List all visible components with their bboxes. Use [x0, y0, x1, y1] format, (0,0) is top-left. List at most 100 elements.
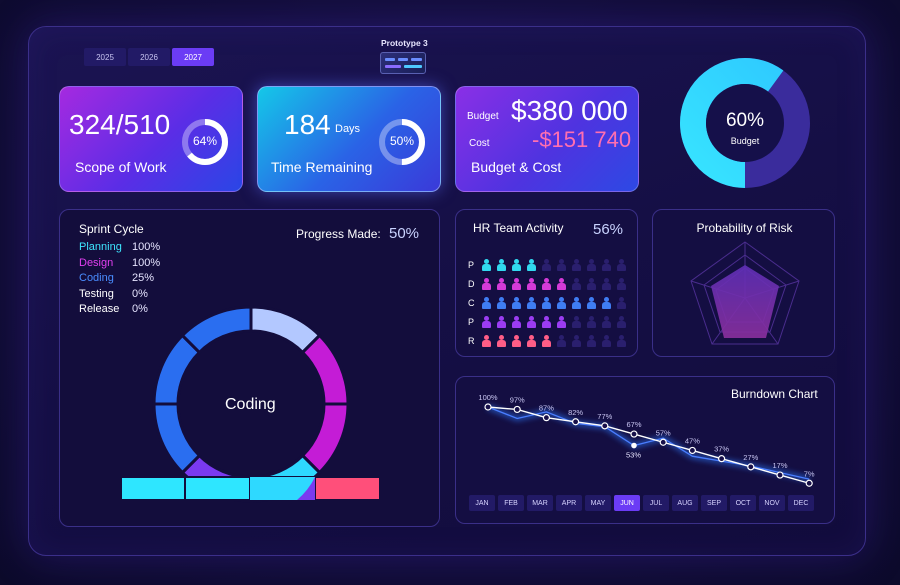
month-button-sep[interactable]: SEP: [701, 495, 727, 511]
burndown-title: Burndown Chart: [731, 387, 818, 401]
person-icon: [482, 335, 491, 347]
series-1-line: [487, 406, 810, 484]
data-point: [747, 463, 755, 471]
month-button-jul[interactable]: JUL: [643, 495, 669, 511]
person-icon: [572, 335, 581, 347]
data-label: 82%: [568, 408, 583, 417]
phase-planning: Planning 100%: [79, 241, 160, 253]
person-icon: [482, 316, 491, 328]
person-icon: [617, 335, 626, 347]
hr-row-letter: P: [468, 317, 475, 327]
scope-label: Scope of Work: [75, 159, 167, 175]
budget-cost-label: Budget & Cost: [471, 159, 562, 175]
person-icon: [512, 297, 521, 309]
person-icon: [572, 259, 581, 271]
phase-design: Design 100%: [79, 257, 160, 269]
person-icon: [602, 297, 611, 309]
person-icon: [587, 259, 596, 271]
person-icon: [527, 297, 536, 309]
year-2027-button[interactable]: 2027: [172, 48, 214, 66]
prototype-thumbnail[interactable]: [380, 52, 426, 74]
time-remaining-card[interactable]: 184 Days Time Remaining 50%: [257, 86, 441, 192]
year-2026-button[interactable]: 2026: [128, 48, 170, 66]
time-pct: 50%: [389, 134, 415, 148]
person-icon: [617, 278, 626, 290]
data-point: [542, 414, 551, 422]
data-label: 27%: [743, 453, 758, 462]
phase-coding: Coding 25%: [79, 272, 154, 284]
budget-donut-label: Budget: [730, 136, 760, 146]
data-point: [513, 405, 521, 414]
risk-panel: Probability of Risk: [652, 209, 835, 357]
scope-progress-ring: 64%: [180, 117, 230, 167]
scope-of-work-card[interactable]: 324/510 Scope of Work 64%: [59, 86, 243, 192]
data-label: 87%: [539, 404, 554, 413]
person-icon: [602, 335, 611, 347]
budget-cost-card[interactable]: Budget $380 000 Cost -$151 740 Budget & …: [455, 86, 639, 192]
person-icon: [542, 259, 551, 271]
cost-label: Cost: [469, 138, 490, 149]
phase-testing: Testing 0%: [79, 288, 148, 300]
data-label: 67%: [626, 420, 641, 429]
hr-row: P: [468, 259, 632, 271]
person-icon: [542, 316, 551, 328]
month-button-jun[interactable]: JUN: [614, 495, 640, 511]
person-icon: [527, 259, 536, 271]
data-label: 17%: [772, 461, 787, 470]
person-icon: [497, 335, 506, 347]
person-icon: [542, 335, 551, 347]
person-icon: [527, 335, 536, 347]
month-button-feb[interactable]: FEB: [498, 495, 524, 511]
data-point: [718, 455, 726, 463]
person-icon: [557, 316, 566, 328]
person-icon: [512, 335, 521, 347]
time-label: Time Remaining: [271, 159, 373, 175]
month-button-nov[interactable]: NOV: [759, 495, 785, 511]
person-icon: [542, 297, 551, 309]
month-button-jan[interactable]: JAN: [469, 495, 495, 511]
data-label: 47%: [685, 436, 700, 445]
month-button-aug[interactable]: AUG: [672, 495, 698, 511]
month-button-may[interactable]: MAY: [585, 495, 611, 511]
month-button-apr[interactable]: APR: [556, 495, 582, 511]
phase-value: 0%: [132, 288, 148, 300]
year-2025-button[interactable]: 2025: [84, 48, 126, 66]
data-label: 77%: [597, 412, 612, 421]
person-icon: [557, 259, 566, 271]
burndown-chart: 53% 100% 97% 87% 82% 77% 67% 57% 47% 37% 27% 17% 7%: [478, 393, 815, 487]
person-icon: [542, 278, 551, 290]
hr-pct: 56%: [593, 221, 624, 238]
hr-row: C: [468, 297, 632, 309]
person-icon: [527, 316, 536, 328]
person-icon: [557, 335, 566, 347]
hr-row: P: [468, 316, 632, 328]
time-unit: Days: [335, 123, 361, 135]
person-icon: [482, 259, 491, 271]
person-icon: [602, 316, 611, 328]
person-icon: [602, 259, 611, 271]
data-point: [805, 479, 813, 487]
sprint-cycle-ring: [120, 305, 381, 503]
person-icon: [602, 278, 611, 290]
data-label: 7%: [804, 469, 815, 478]
person-icon: [617, 316, 626, 328]
risk-radar-chart: [690, 241, 800, 345]
data-point: [571, 418, 580, 426]
hr-title: HR Team Activity: [473, 221, 564, 235]
budget-donut-pct: 60%: [725, 110, 765, 131]
data-point: [601, 422, 609, 430]
month-button-dec[interactable]: DEC: [788, 495, 814, 511]
person-icon: [617, 259, 626, 271]
scope-value: 324/510: [69, 109, 171, 140]
data-label: 97%: [510, 395, 525, 404]
data-point: [659, 438, 667, 446]
budget-value: $380 000: [511, 95, 628, 126]
phase-value: 100%: [132, 257, 161, 269]
person-icon: [587, 316, 596, 328]
budget-donut: [680, 58, 810, 188]
data-label: 37%: [714, 445, 729, 454]
month-button-mar[interactable]: MAR: [527, 495, 553, 511]
hr-row: R: [468, 335, 632, 347]
month-button-oct[interactable]: OCT: [730, 495, 756, 511]
